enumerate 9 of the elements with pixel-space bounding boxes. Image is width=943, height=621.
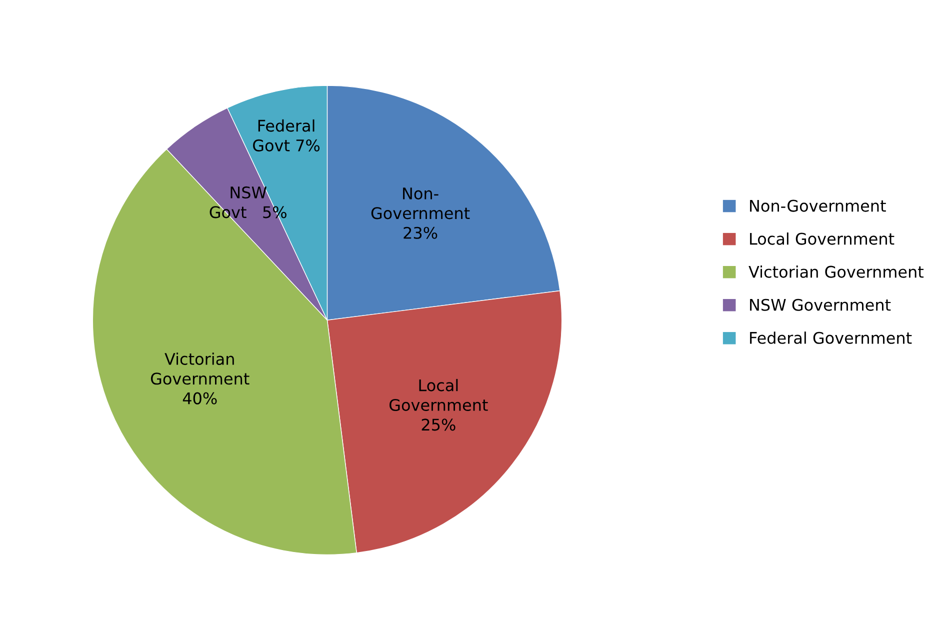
legend-label: Federal Government	[750, 332, 912, 344]
legend-label: Non-Government	[750, 200, 886, 212]
legend-label: NSW Government	[750, 298, 891, 311]
legend-label: Victorian Government	[748, 266, 924, 278]
data-label: Federal Govt 7%	[253, 119, 320, 152]
data-label: Victorian Government 40%	[150, 352, 250, 404]
data-label: Local Government 25%	[390, 378, 488, 431]
legend-label: Local Government	[750, 232, 894, 245]
data-label: Non- Government 23%	[371, 188, 470, 239]
